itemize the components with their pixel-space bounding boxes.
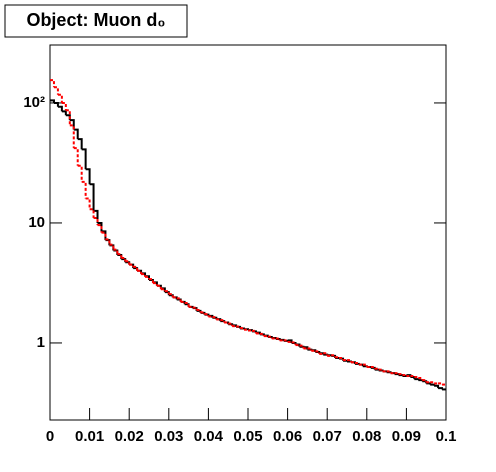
histogram-step [65, 109, 71, 126]
x-tick-label: 0.1 [436, 428, 457, 445]
histogram-step [156, 284, 162, 290]
histogram-step [121, 257, 127, 262]
histogram-step [176, 297, 182, 302]
x-tick-label: 0.07 [313, 428, 342, 445]
histogram-step [354, 362, 360, 365]
histogram-step [85, 168, 91, 185]
histogram-step [81, 148, 87, 170]
histogram-step [394, 372, 400, 375]
histogram-step [398, 373, 404, 376]
histogram-step [402, 374, 408, 377]
histogram-step [105, 238, 111, 245]
histogram-step [172, 296, 178, 299]
histogram-step [89, 208, 95, 218]
histogram-step [414, 376, 420, 379]
histogram-step [57, 93, 63, 103]
histogram-step [319, 352, 325, 355]
histogram-step [283, 339, 289, 342]
title-box [4, 4, 188, 38]
histogram-step [418, 379, 424, 382]
x-tick-label: 0.01 [75, 428, 104, 445]
y-tick-label: 1 [37, 334, 45, 351]
histogram-step [101, 231, 107, 240]
histogram-step [73, 128, 79, 140]
histogram-step [414, 378, 420, 381]
histogram-step [93, 209, 99, 223]
x-tick-label: 0.03 [154, 428, 183, 445]
histogram-step [81, 180, 87, 199]
x-tick-label: 0 [46, 428, 54, 445]
histogram-step [398, 374, 404, 377]
histogram-step [61, 101, 67, 111]
histogram-step [410, 375, 416, 378]
histogram-step [184, 302, 190, 307]
histogram-step [180, 300, 186, 304]
histogram-step [295, 344, 301, 347]
histogram-step [430, 381, 436, 384]
histogram-step [438, 382, 444, 385]
histogram-step [85, 197, 91, 210]
y-tick-label: 10 [28, 214, 45, 231]
histogram-step [244, 328, 249, 331]
histogram-step [335, 356, 341, 359]
histogram-step [109, 243, 115, 250]
histogram-step [327, 354, 333, 357]
histogram-step [57, 105, 63, 112]
histogram-step [287, 340, 293, 343]
histogram-step [188, 305, 194, 308]
histogram-step [117, 253, 123, 259]
histogram-step [168, 293, 174, 298]
histogram-step [69, 119, 75, 130]
histogram-step [73, 147, 79, 166]
x-tick-label: 0.05 [233, 428, 262, 445]
x-tick-label: 0.09 [392, 428, 421, 445]
chart-title: Object: Muon d₀ [26, 10, 165, 30]
x-tick-label: 0.08 [352, 428, 381, 445]
histogram-step [77, 164, 83, 182]
histogram-step [77, 138, 83, 150]
histogram-step [53, 101, 59, 107]
histogram-step [89, 183, 95, 211]
histogram-step [69, 124, 75, 149]
histogram-step [216, 318, 222, 321]
histogram-step [208, 315, 214, 318]
histogram-step [93, 216, 99, 226]
histogram-step [125, 260, 131, 265]
histogram-step [137, 269, 143, 275]
histogram-step [394, 373, 400, 376]
x-tick-label: 0.02 [115, 428, 144, 445]
histogram-step [50, 79, 55, 88]
x-tick-label: 0.06 [273, 428, 302, 445]
histogram-step [53, 86, 59, 95]
histogram-step [101, 230, 107, 241]
histogram-step [311, 349, 317, 352]
histogram-step [224, 321, 230, 324]
y-tick-label: 10² [23, 94, 45, 111]
histogram-step [426, 382, 432, 385]
histogram-step [97, 224, 103, 233]
histogram-step [350, 361, 356, 364]
histogram-step [430, 383, 436, 386]
x-tick-label: 0.04 [194, 428, 224, 445]
histogram-step [149, 278, 154, 284]
histogram-step [236, 325, 242, 329]
histogram-step [113, 248, 119, 255]
histogram-step [133, 265, 139, 271]
histogram-step [374, 367, 380, 370]
histogram-step [61, 110, 67, 116]
